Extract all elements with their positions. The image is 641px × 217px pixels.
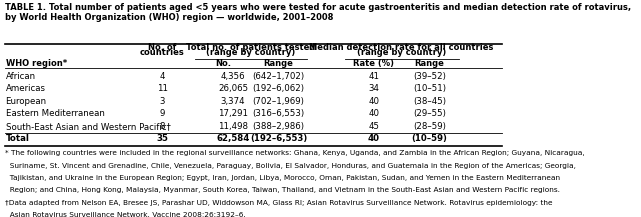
Text: 41: 41	[368, 72, 379, 81]
Text: (10–59): (10–59)	[412, 135, 447, 143]
Text: (range by country): (range by country)	[206, 48, 296, 57]
Text: 11: 11	[156, 84, 168, 93]
Text: (28–59): (28–59)	[413, 122, 446, 131]
Text: Median detection rate for all countries: Median detection rate for all countries	[310, 43, 494, 52]
Text: 35: 35	[156, 135, 168, 143]
Text: 62,584: 62,584	[217, 135, 250, 143]
Text: 4: 4	[160, 72, 165, 81]
Text: African: African	[6, 72, 36, 81]
Text: (388–2,986): (388–2,986)	[253, 122, 304, 131]
Text: (10–51): (10–51)	[413, 84, 446, 93]
Text: (702–1,969): (702–1,969)	[253, 97, 304, 106]
Text: 3,374: 3,374	[221, 97, 246, 106]
Text: (192–6,062): (192–6,062)	[253, 84, 304, 93]
Text: Total: Total	[6, 135, 29, 143]
Text: 9: 9	[160, 109, 165, 118]
Text: Asian Rotavirus Surveillance Network. Vaccine 2008;26:3192–6.: Asian Rotavirus Surveillance Network. Va…	[5, 212, 246, 217]
Text: South-East Asian and Western Pacific†: South-East Asian and Western Pacific†	[6, 122, 171, 131]
Text: 40: 40	[368, 109, 379, 118]
Text: Total no. of patients tested: Total no. of patients tested	[186, 43, 315, 52]
Text: 17,291: 17,291	[218, 109, 248, 118]
Text: Tajikistan, and Ukraine in the European Region; Egypt, Iran, Jordan, Libya, Moro: Tajikistan, and Ukraine in the European …	[5, 175, 560, 181]
Text: (39–52): (39–52)	[413, 72, 446, 81]
Text: 40: 40	[368, 135, 379, 143]
Text: Americas: Americas	[6, 84, 46, 93]
Text: (range by country): (range by country)	[357, 48, 446, 57]
Text: (29–55): (29–55)	[413, 109, 446, 118]
Text: Rate (%): Rate (%)	[353, 59, 394, 68]
Text: 11,498: 11,498	[218, 122, 248, 131]
Text: TABLE 1. Total number of patients aged <5 years who were tested for acute gastro: TABLE 1. Total number of patients aged <…	[5, 3, 631, 22]
Text: (642–1,702): (642–1,702)	[253, 72, 304, 81]
Text: countries: countries	[140, 48, 185, 57]
Text: 34: 34	[368, 84, 379, 93]
Text: 4,356: 4,356	[221, 72, 246, 81]
Text: * The following countries were included in the regional surveillance networks: G: * The following countries were included …	[5, 150, 585, 156]
Text: 3: 3	[160, 97, 165, 106]
Text: Eastern Mediterranean: Eastern Mediterranean	[6, 109, 104, 118]
Text: No.: No.	[215, 59, 231, 68]
Text: Range: Range	[263, 59, 294, 68]
Text: Region; and China, Hong Kong, Malaysia, Myanmar, South Korea, Taiwan, Thailand, : Region; and China, Hong Kong, Malaysia, …	[5, 187, 560, 193]
Text: (38–45): (38–45)	[413, 97, 446, 106]
Text: European: European	[6, 97, 47, 106]
Text: (316–6,553): (316–6,553)	[253, 109, 304, 118]
Text: No. of: No. of	[148, 43, 176, 52]
Text: 40: 40	[368, 97, 379, 106]
Text: WHO region*: WHO region*	[6, 59, 67, 68]
Text: †Data adapted from Nelson EA, Bresee JS, Parashar UD, Widdowson MA, Glass RI; As: †Data adapted from Nelson EA, Bresee JS,…	[5, 200, 553, 206]
Text: Suriname, St. Vincent and Grenadine, Chile, Venezuela, Paraguay, Bolivia, El Sal: Suriname, St. Vincent and Grenadine, Chi…	[5, 163, 576, 169]
Text: Range: Range	[415, 59, 444, 68]
Text: (192–6,553): (192–6,553)	[250, 135, 307, 143]
Text: 45: 45	[368, 122, 379, 131]
Text: 8: 8	[160, 122, 165, 131]
Text: 26,065: 26,065	[218, 84, 248, 93]
